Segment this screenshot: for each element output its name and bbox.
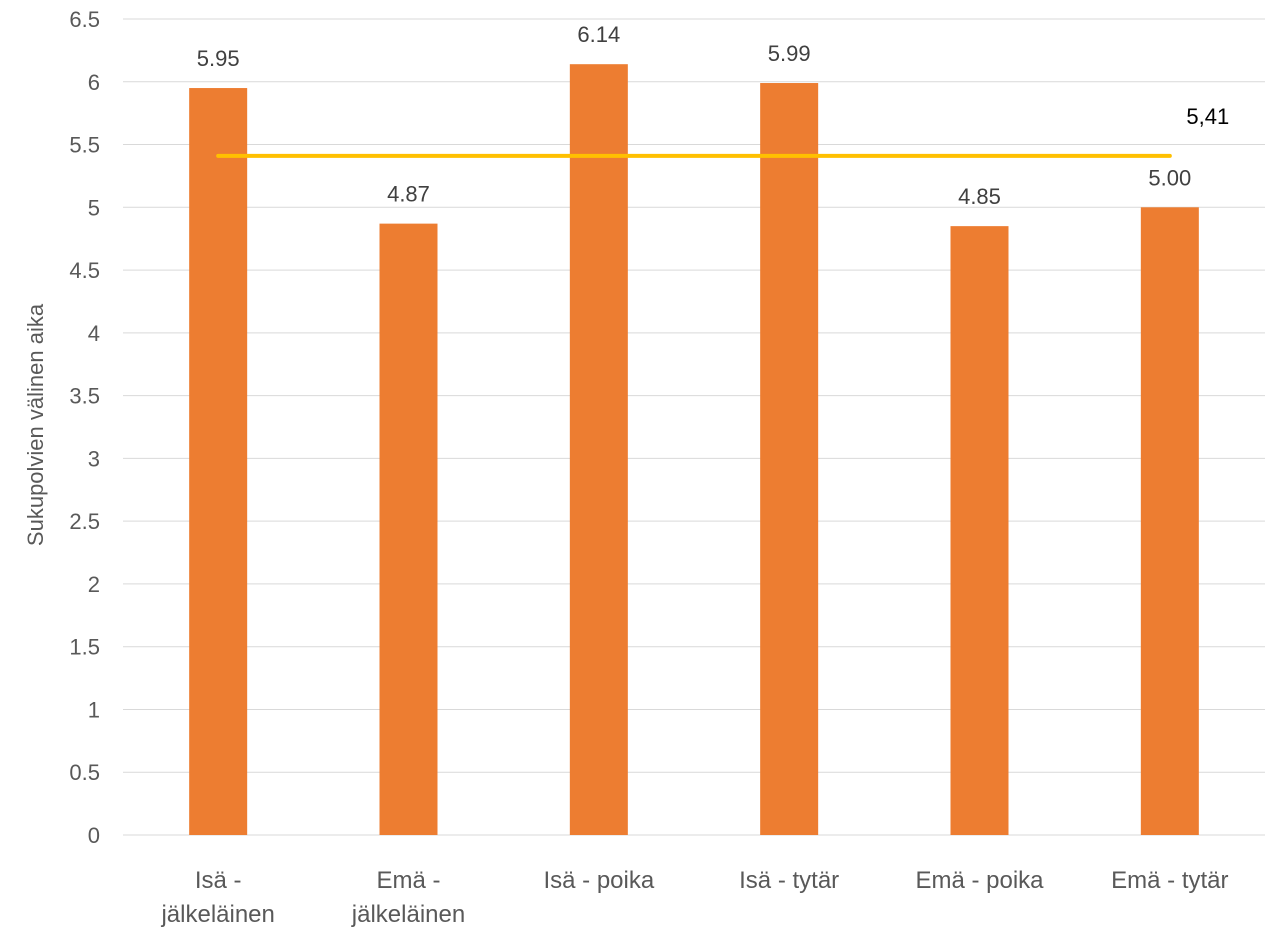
bar: [569, 64, 628, 835]
bar: [950, 226, 1009, 836]
y-tick-label: 2: [88, 572, 100, 597]
y-tick-label: 1: [88, 697, 100, 722]
bar-data-label: 4.85: [958, 184, 1001, 209]
average-line-group: 5,41: [216, 104, 1229, 158]
y-tick-label: 0.5: [69, 760, 100, 785]
y-tick-label: 3: [88, 446, 100, 471]
average-line-label: 5,41: [1186, 104, 1229, 129]
x-category-label-line: Emä - tytär: [1111, 867, 1228, 894]
y-axis-ticks: 0 0.5 1 1.5 2 2.5 3 3.5 4 4.5 5 5.5 6 6.5: [69, 7, 100, 848]
bars: [189, 64, 1199, 836]
bar: [189, 88, 248, 836]
x-category-label-line: Isä - poika: [543, 867, 654, 894]
x-category-label: Emä - poika: [915, 867, 1044, 894]
y-tick-label: 3.5: [69, 384, 100, 409]
gridlines: [123, 18, 1265, 836]
x-category-label-line: jälkeläinen: [351, 901, 465, 928]
x-category-label: Isä - poika: [543, 867, 654, 894]
x-category-label: Emä - tytär: [1111, 867, 1228, 894]
bar: [760, 83, 819, 836]
x-category-label-line: Isä - tytär: [739, 867, 839, 894]
x-category-label-line: Isä -: [195, 867, 242, 894]
y-tick-label: 1.5: [69, 635, 100, 660]
y-tick-label: 6.5: [69, 7, 100, 32]
x-category-label-line: Emä - poika: [915, 867, 1044, 894]
y-tick-label: 6: [88, 70, 100, 95]
y-tick-label: 2.5: [69, 509, 100, 534]
bar: [379, 223, 438, 835]
bar-data-label: 5.00: [1148, 165, 1191, 190]
bar-data-label: 4.87: [387, 182, 430, 207]
y-axis-title: Sukupolvien välinen aika: [23, 303, 48, 546]
bar: [1140, 207, 1199, 836]
y-tick-label: 5.5: [69, 133, 100, 158]
y-tick-label: 5: [88, 195, 100, 220]
x-category-label-line: jälkeläinen: [160, 901, 274, 928]
x-category-label-line: Emä -: [376, 867, 440, 894]
bar-data-label: 6.14: [577, 22, 620, 47]
y-tick-label: 0: [88, 823, 100, 848]
x-axis-categories: Isä - jälkeläinen Emä - jälkeläinen Isä - po…: [160, 867, 1228, 928]
y-tick-label: 4: [88, 321, 100, 346]
bar-data-label: 5.99: [768, 41, 811, 66]
y-tick-label: 4.5: [69, 258, 100, 283]
x-category-label: Isä - tytär: [739, 867, 839, 894]
data-labels: 5.95 4.87 6.14 5.99 4.85 5.00: [197, 22, 1191, 209]
bar-data-label: 5.95: [197, 46, 240, 71]
x-category-label: Emä - jälkeläinen: [351, 867, 465, 928]
x-category-label: Isä - jälkeläinen: [160, 867, 274, 928]
